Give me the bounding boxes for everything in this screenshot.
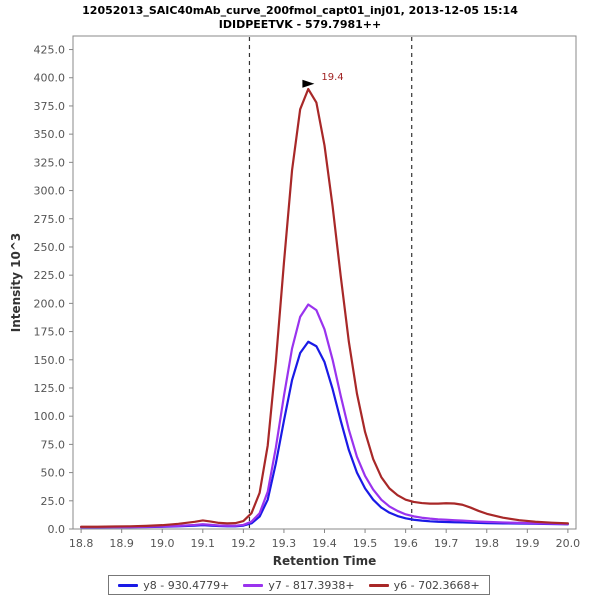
series-line-1[interactable] [80,303,569,529]
y-axis-tick-label: 125.0 [34,382,66,395]
x-axis-tick-label: 19.9 [515,537,540,550]
series-line-2[interactable] [80,87,569,528]
x-axis-tick-label: 19.1 [191,537,216,550]
y-axis-tick-label: 275.0 [34,213,66,226]
x-axis-tick-label: 20.0 [556,537,581,550]
page-title: 12052013_SAIC40mAb_curve_200fmol_capt01_… [82,4,518,17]
legend-item-label: y6 - 702.3668+ [393,578,480,592]
peak-apex-label: 19.4 [321,72,343,83]
y-axis-tick-label: 25.0 [41,495,66,508]
x-axis-tick-label: 19.6 [393,537,418,550]
chart-legend[interactable]: y8 - 930.4779+ y7 - 817.3938+ y6 - 702.366… [108,575,490,595]
chart-title-block: 12052013_SAIC40mAb_curve_200fmol_capt01_… [0,0,600,32]
legend-item-2[interactable]: y6 - 702.3668+ [368,578,480,592]
x-axis-tick-label: 19.5 [353,537,378,550]
y-axis-tick-label: 100.0 [34,410,66,423]
legend-swatch-icon [243,583,264,587]
y-axis-tick-label: 250.0 [34,241,66,254]
legend-swatch-icon [118,583,139,587]
y-axis-tick-label: 50.0 [41,467,66,480]
page-subtitle: IDIDPEETVK - 579.7981++ [218,18,382,31]
y-axis-tick-label: 175.0 [34,326,66,339]
y-axis-tick-label: 225.0 [34,269,66,282]
x-axis-tick-label: 19.8 [475,537,500,550]
y-axis-tick-label: 200.0 [34,297,66,310]
legend-item-1[interactable]: y7 - 817.3938+ [243,578,355,592]
peak-arrow-icon [302,79,315,88]
x-axis-tick-label: 19.3 [272,537,297,550]
x-axis-tick-label: 18.8 [69,537,94,550]
x-axis-title: Retention Time [273,554,377,568]
y-axis-tick-label: 300.0 [34,185,66,198]
y-axis-tick-label: 375.0 [34,100,66,113]
x-axis-tick-label: 19.4 [312,537,337,550]
y-axis-tick-label: 425.0 [34,44,66,57]
y-axis-title: Intensity 10^3 [9,233,23,333]
x-axis-tick-label: 19.7 [434,537,459,550]
legend-item-label: y7 - 817.3938+ [268,578,355,592]
legend-item-label: y8 - 930.4779+ [143,578,230,592]
plot-frame [72,35,577,530]
y-axis-tick-label: 350.0 [34,128,66,141]
y-axis-tick-label: 0.0 [48,523,66,536]
y-axis-tick-label: 150.0 [34,354,66,367]
x-axis-tick-label: 18.9 [109,537,134,550]
x-axis-tick-label: 19.0 [150,537,175,550]
x-axis-tick-label: 19.2 [231,537,256,550]
y-axis-tick-label: 75.0 [41,438,66,451]
legend-item-0[interactable]: y8 - 930.4779+ [118,579,229,592]
legend-swatch-icon [368,583,389,587]
y-axis-tick-label: 325.0 [34,156,66,169]
y-axis-tick-label: 400.0 [34,72,66,85]
